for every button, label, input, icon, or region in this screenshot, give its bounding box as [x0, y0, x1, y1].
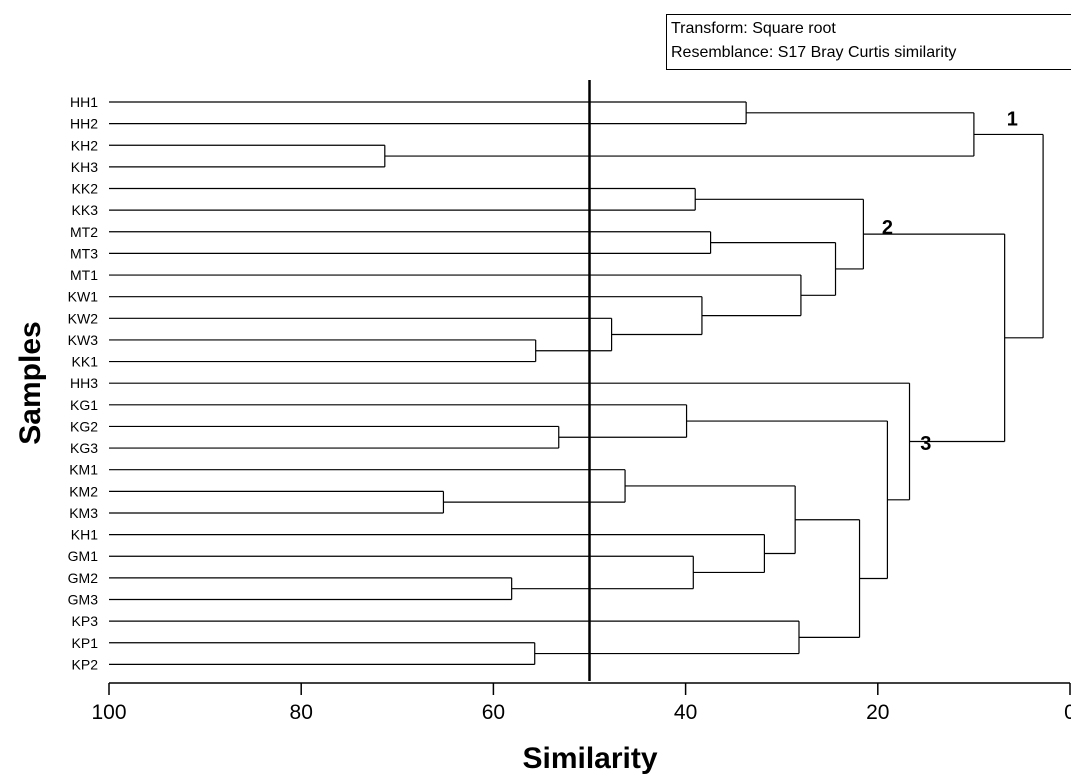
x-tick-label-80: 80 [290, 701, 313, 724]
leaf-label-kh1: KH1 [71, 527, 98, 543]
cluster-label-2: 2 [882, 217, 893, 239]
cluster-label-3: 3 [920, 433, 931, 455]
leaf-label-kh2: KH2 [71, 137, 98, 153]
leaf-label-kw3: KW3 [68, 332, 99, 348]
legend-box: Transform: Square root Resemblance: S17 … [666, 14, 1071, 70]
leaf-labels: HH1 HH2 KH2 KH3 KK2 KK3 MT2 MT3 MT1 KW1 KW2 KW3 KK1 H… [68, 94, 99, 672]
leaf-label-km1: KM1 [69, 462, 98, 478]
leaf-label-hh3: HH3 [70, 375, 98, 391]
leaf-label-kh3: KH3 [71, 159, 98, 175]
leaf-label-kk1: KK1 [72, 354, 99, 370]
x-tick-label-100: 100 [91, 701, 126, 724]
leaf-label-kg3: KG3 [70, 440, 98, 456]
leaf-label-gm2: GM2 [68, 570, 99, 586]
x-tick-label-60: 60 [482, 701, 505, 724]
leaf-label-kg1: KG1 [70, 397, 98, 413]
y-axis-title: Samples [14, 321, 47, 444]
x-tick-label-40: 40 [674, 701, 697, 724]
cluster-label-1: 1 [1007, 109, 1018, 131]
x-tick-label-0: 0 [1064, 701, 1071, 724]
x-axis: 100 80 60 40 20 0 [91, 682, 1071, 724]
leaf-label-hh1: HH1 [70, 94, 98, 110]
legend-resemblance: Resemblance: S17 Bray Curtis similarity [671, 44, 957, 61]
leaf-label-kp1: KP1 [72, 635, 99, 651]
leaf-label-mt2: MT2 [70, 224, 98, 240]
cluster-labels: 1 2 3 [882, 109, 1018, 455]
legend-transform: Transform: Square root [671, 20, 836, 37]
dendrogram-branches [109, 101, 1044, 665]
leaf-label-kk3: KK3 [72, 202, 99, 218]
leaf-label-kk2: KK2 [72, 181, 99, 197]
x-tick-label-20: 20 [866, 701, 889, 724]
leaf-label-km3: KM3 [69, 505, 98, 521]
leaf-label-mt1: MT1 [70, 267, 98, 283]
leaf-label-mt3: MT3 [70, 245, 98, 261]
leaf-label-kp3: KP3 [72, 613, 99, 629]
leaf-label-kw2: KW2 [68, 310, 99, 326]
leaf-label-gm3: GM3 [68, 591, 99, 607]
leaf-label-kp2: KP2 [72, 656, 99, 672]
leaf-label-gm1: GM1 [68, 548, 99, 564]
x-axis-title: Similarity [522, 742, 657, 775]
leaf-label-kg2: KG2 [70, 418, 98, 434]
leaf-label-hh2: HH2 [70, 116, 98, 132]
leaf-label-kw1: KW1 [68, 289, 99, 305]
leaf-label-km2: KM2 [69, 483, 98, 499]
